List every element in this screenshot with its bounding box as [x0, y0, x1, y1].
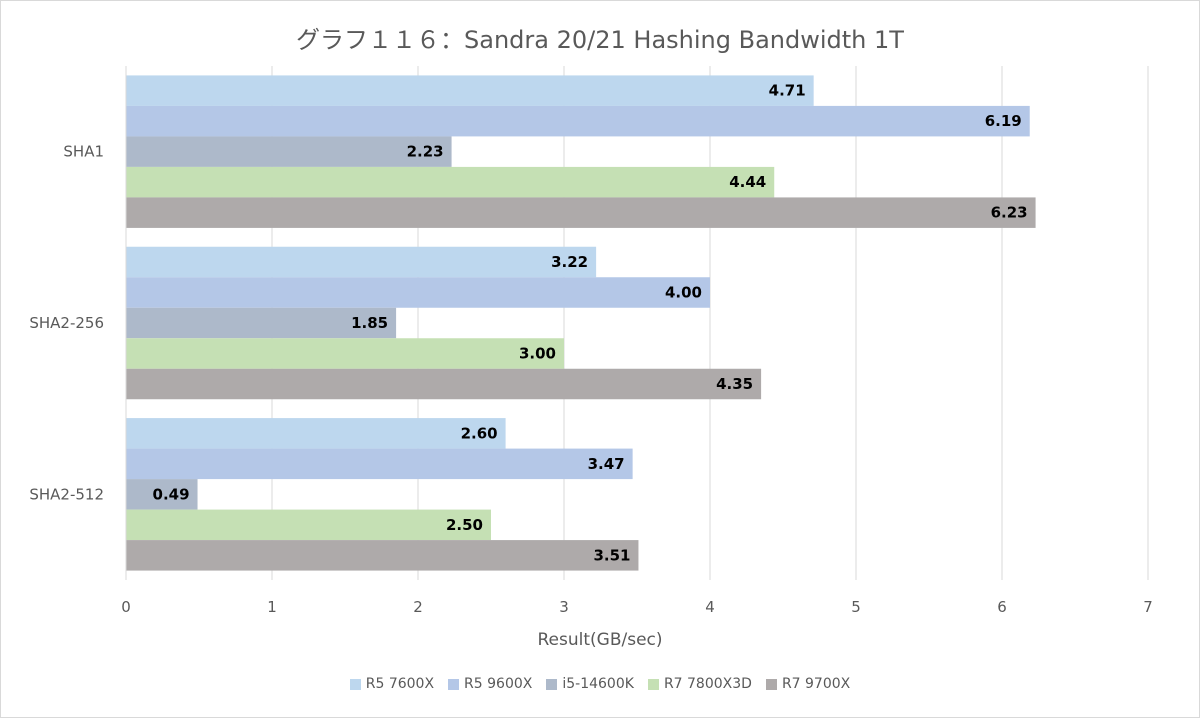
legend-item: R7 9700X	[765, 676, 851, 692]
data-label: 0.49	[153, 485, 190, 503]
data-label: 2.50	[446, 516, 483, 534]
bar	[126, 540, 639, 571]
x-tick-label: 3	[559, 598, 569, 616]
legend-swatch	[647, 678, 659, 690]
data-label: 4.00	[665, 284, 702, 302]
data-label: 6.23	[991, 204, 1028, 222]
bar	[126, 277, 710, 308]
bar	[126, 307, 397, 339]
bar	[126, 75, 814, 106]
x-tick-label: 4	[705, 598, 715, 616]
bar	[126, 338, 564, 369]
data-label: 2.60	[461, 424, 498, 442]
bar	[126, 479, 198, 510]
legend-item: R5 7600X	[349, 676, 435, 692]
data-label: 4.71	[769, 82, 806, 100]
legend-swatch	[448, 678, 460, 690]
bar	[126, 197, 1036, 228]
bar	[126, 418, 506, 449]
x-tick-label: 6	[997, 598, 1007, 616]
data-label: 3.22	[551, 253, 588, 271]
x-tick-label: 5	[851, 598, 861, 616]
category-label: SHA2-512	[29, 485, 104, 503]
data-label: 3.00	[519, 345, 556, 363]
chart-title: グラフ１１６：Sandra 20/21 Hashing Bandwidth 1T	[296, 26, 904, 54]
data-label: 4.44	[729, 173, 766, 191]
legend: R5 7600X R5 9600X i5-14600K R7 7800X3D R7 97…	[0, 676, 1200, 694]
legend-item: R5 9600X	[448, 676, 532, 692]
legend-label: R7 9700X	[781, 676, 851, 692]
x-tick-label: 0	[121, 598, 131, 616]
data-label: 4.35	[716, 375, 753, 393]
data-label: 3.51	[593, 546, 630, 564]
legend-label: i5-14600K	[562, 676, 634, 692]
data-label: 1.85	[351, 314, 388, 332]
data-label: 3.47	[588, 455, 625, 473]
legend-label: R5 7600X	[365, 676, 435, 692]
category-label: SHA1	[63, 143, 104, 161]
data-label: 6.19	[985, 112, 1022, 130]
category-label: SHA2-256	[29, 314, 104, 332]
bar	[126, 166, 775, 198]
legend-item: i5-14600K	[546, 676, 634, 692]
legend-swatch	[765, 678, 777, 690]
x-tick-label: 2	[413, 598, 423, 616]
bar	[126, 246, 597, 278]
bar	[126, 448, 633, 480]
bar	[126, 509, 491, 541]
x-tick-label: 1	[267, 598, 277, 616]
bar	[126, 368, 762, 400]
bar	[126, 105, 1030, 137]
legend-swatch	[546, 678, 558, 690]
data-label: 2.23	[407, 143, 444, 161]
legend-label: R7 7800X3D	[663, 676, 752, 692]
legend-item: R7 7800X3D	[647, 676, 752, 692]
bar	[126, 136, 452, 167]
x-axis-title: Result(GB/sec)	[537, 630, 663, 650]
x-tick-label: 7	[1143, 598, 1153, 616]
legend-label: R5 9600X	[464, 676, 533, 692]
legend-swatch	[349, 678, 361, 690]
